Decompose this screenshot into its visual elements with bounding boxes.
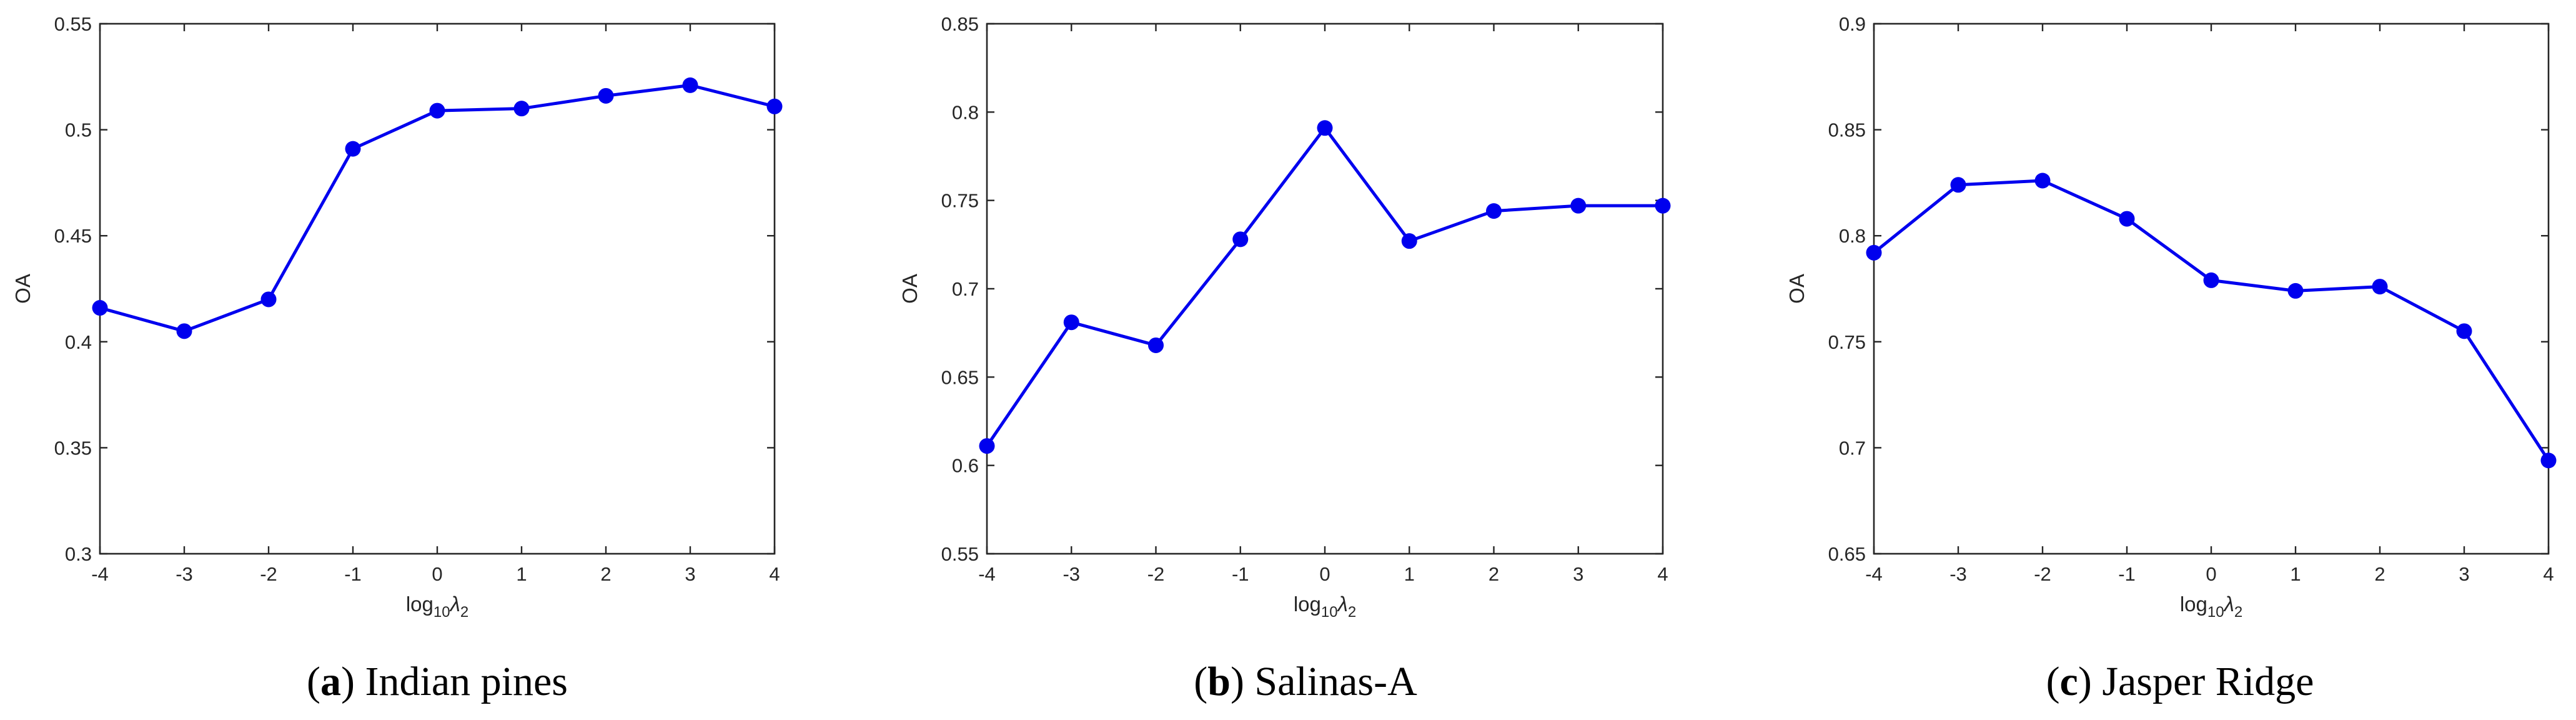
data-point	[1866, 244, 1882, 261]
x-tick-label: 2	[600, 563, 611, 585]
x-tick-label: 3	[685, 563, 695, 585]
y-axis-label: OA	[11, 274, 34, 304]
x-tick-label: -4	[978, 563, 996, 585]
x-tick-label: 0	[1319, 563, 1330, 585]
y-tick-label: 0.6	[952, 455, 979, 477]
x-tick-label: 0	[432, 563, 442, 585]
data-point	[92, 300, 108, 316]
y-tick-label: 0.85	[941, 13, 979, 35]
data-point	[682, 77, 698, 93]
y-tick-label: 0.75	[941, 190, 979, 212]
x-tick-label: -2	[1147, 563, 1165, 585]
plot-frame	[1873, 22, 2550, 555]
y-tick-label: 0.55	[54, 13, 92, 35]
y-tick-label: 0.7	[1839, 437, 1866, 459]
x-tick-label: -1	[2118, 563, 2136, 585]
data-point	[1401, 233, 1417, 249]
subfigure-caption: (c) Jasper Ridge	[2046, 659, 2314, 704]
x-tick-label: 4	[2543, 563, 2554, 585]
chart-panel-c: -4 -3 -2 -1 0 1 2 3 4 0.65 0.7 0.75 0.8 0.85 0.9 OA log1…	[1785, 13, 2557, 704]
plot-frame	[986, 22, 1664, 555]
x-tick-label: 4	[769, 563, 780, 585]
x-tick-label: 3	[2459, 563, 2469, 585]
data-point	[979, 438, 995, 454]
x-tick-label: -3	[176, 563, 193, 585]
data-point	[2287, 282, 2304, 299]
y-tick-label: 0.8	[952, 101, 979, 123]
x-tick-label: -3	[1949, 563, 1967, 585]
chart-panel-b: -4 -3 -2 -1 0 1 2 3 4 0.55 0.6 0.65 0.7 0.75 0.8 0.85 OA…	[898, 13, 1671, 704]
data-point	[513, 101, 530, 117]
x-tick-label: 1	[516, 563, 527, 585]
data-point	[2034, 172, 2051, 189]
data-point	[2372, 279, 2388, 295]
data-point	[2119, 211, 2135, 227]
data-point	[1063, 314, 1079, 331]
x-tick-label: 0	[2206, 563, 2216, 585]
y-tick-label: 0.55	[941, 543, 979, 565]
y-tick-label: 0.75	[1828, 331, 1866, 353]
y-tick-label: 0.35	[54, 437, 92, 459]
x-tick-label: -2	[260, 563, 277, 585]
x-axis-label: log10λ2	[2180, 592, 2242, 621]
data-point	[1486, 203, 1502, 219]
x-tick-label: -1	[344, 563, 362, 585]
y-tick-label: 0.4	[65, 331, 92, 353]
x-tick-label: -3	[1063, 563, 1080, 585]
y-axis-label: OA	[1785, 274, 1808, 304]
x-tick-label: -4	[91, 563, 109, 585]
data-point	[176, 323, 192, 339]
x-tick-label: 4	[1657, 563, 1668, 585]
data-point	[1570, 198, 1587, 214]
x-tick-label: 2	[2374, 563, 2385, 585]
data-point	[1317, 120, 1333, 136]
data-point	[2456, 323, 2472, 339]
y-tick-label: 0.65	[1828, 543, 1866, 565]
data-point	[345, 141, 361, 157]
data-point	[1950, 177, 1966, 193]
y-tick-label: 0.3	[65, 543, 92, 565]
data-point	[1655, 198, 1671, 214]
x-axis-label: log10λ2	[406, 592, 468, 621]
x-tick-label: 1	[2290, 563, 2301, 585]
y-tick-label: 0.9	[1839, 13, 1866, 35]
x-tick-label: -4	[1865, 563, 1883, 585]
y-tick-label: 0.8	[1839, 225, 1866, 247]
data-point	[429, 102, 445, 119]
y-tick-label: 0.7	[952, 278, 979, 300]
data-point	[598, 88, 614, 104]
x-tick-label: -1	[1232, 563, 1249, 585]
y-axis-label: OA	[898, 274, 921, 304]
x-axis-label: log10λ2	[1294, 592, 1356, 621]
y-tick-label: 0.65	[941, 366, 979, 388]
y-tick-label: 0.85	[1828, 119, 1866, 141]
x-tick-label: 3	[1573, 563, 1583, 585]
data-point	[2203, 272, 2219, 288]
x-tick-label: -2	[2034, 563, 2051, 585]
x-tick-label: 1	[1404, 563, 1415, 585]
subfigure-caption: (b) Salinas-A	[1194, 659, 1417, 704]
y-tick-label: 0.45	[54, 225, 92, 247]
data-point	[1232, 231, 1249, 248]
x-tick-label: 2	[1489, 563, 1499, 585]
chart-panel-a: -4 -3 -2 -1 0 1 2 3 4 0.3 0.35 0.4 0.45 0.5 0.55 OA log1…	[11, 13, 783, 704]
subfigure-caption: (a) Indian pines	[307, 659, 568, 704]
data-point	[766, 98, 783, 114]
data-point	[260, 291, 277, 308]
data-point	[2540, 452, 2557, 469]
y-tick-label: 0.5	[65, 119, 92, 141]
data-point	[1148, 337, 1164, 353]
